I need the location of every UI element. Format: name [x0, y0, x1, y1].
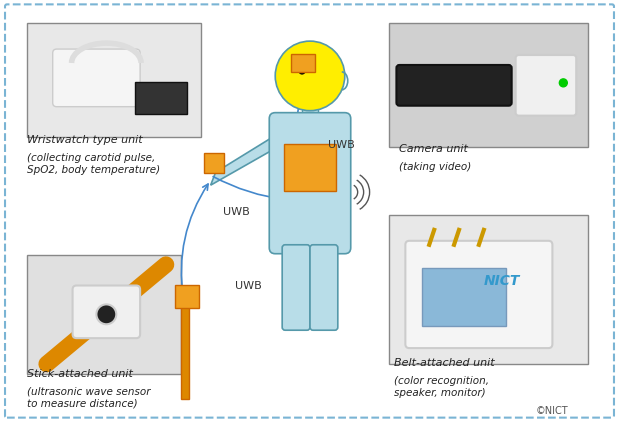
FancyBboxPatch shape [396, 65, 512, 106]
FancyBboxPatch shape [422, 268, 506, 326]
FancyBboxPatch shape [204, 153, 223, 173]
Text: Stick-attached unit: Stick-attached unit [27, 369, 132, 379]
Text: (color recognition,
speaker, monitor): (color recognition, speaker, monitor) [394, 376, 490, 398]
FancyBboxPatch shape [302, 103, 318, 113]
Point [475, 242, 483, 247]
Line: 2 pts: 2 pts [454, 230, 459, 245]
Point [480, 227, 488, 233]
Text: UWB: UWB [328, 141, 355, 150]
Polygon shape [210, 135, 275, 185]
Text: Wristwatch type unit: Wristwatch type unit [27, 135, 142, 146]
FancyBboxPatch shape [135, 82, 187, 114]
FancyBboxPatch shape [284, 144, 336, 191]
Text: (ultrasonic wave sensor
to measure distance): (ultrasonic wave sensor to measure dista… [27, 387, 150, 408]
FancyBboxPatch shape [175, 284, 199, 308]
Text: ©NICT: ©NICT [535, 406, 568, 416]
Point [425, 242, 433, 247]
Line: 2 pts: 2 pts [47, 265, 166, 364]
FancyBboxPatch shape [53, 49, 140, 107]
FancyBboxPatch shape [291, 54, 315, 72]
Circle shape [299, 68, 305, 74]
FancyBboxPatch shape [405, 241, 552, 348]
Circle shape [560, 79, 567, 87]
FancyBboxPatch shape [282, 245, 310, 330]
Point [162, 262, 170, 267]
FancyBboxPatch shape [516, 55, 576, 116]
FancyBboxPatch shape [389, 215, 588, 364]
Text: Belt-attached unit: Belt-attached unit [394, 358, 495, 368]
Point [43, 362, 51, 367]
FancyBboxPatch shape [389, 23, 588, 147]
Circle shape [275, 41, 345, 111]
Text: NICT: NICT [484, 273, 520, 287]
Text: (collecting carotid pulse,
SpO2, body temperature): (collecting carotid pulse, SpO2, body te… [27, 153, 160, 175]
FancyBboxPatch shape [310, 245, 338, 330]
FancyBboxPatch shape [27, 23, 201, 138]
FancyBboxPatch shape [27, 255, 181, 374]
Text: UWB: UWB [223, 207, 249, 217]
Circle shape [97, 304, 116, 324]
FancyBboxPatch shape [269, 113, 351, 254]
Point [451, 242, 458, 247]
Text: UWB: UWB [235, 281, 262, 292]
FancyBboxPatch shape [72, 286, 140, 338]
Point [456, 227, 463, 233]
Point [430, 227, 438, 233]
Text: Camera unit: Camera unit [399, 144, 469, 154]
Line: 2 pts: 2 pts [429, 230, 434, 245]
Text: (taking video): (taking video) [399, 162, 472, 172]
Line: 2 pts: 2 pts [479, 230, 484, 245]
FancyBboxPatch shape [181, 300, 189, 399]
